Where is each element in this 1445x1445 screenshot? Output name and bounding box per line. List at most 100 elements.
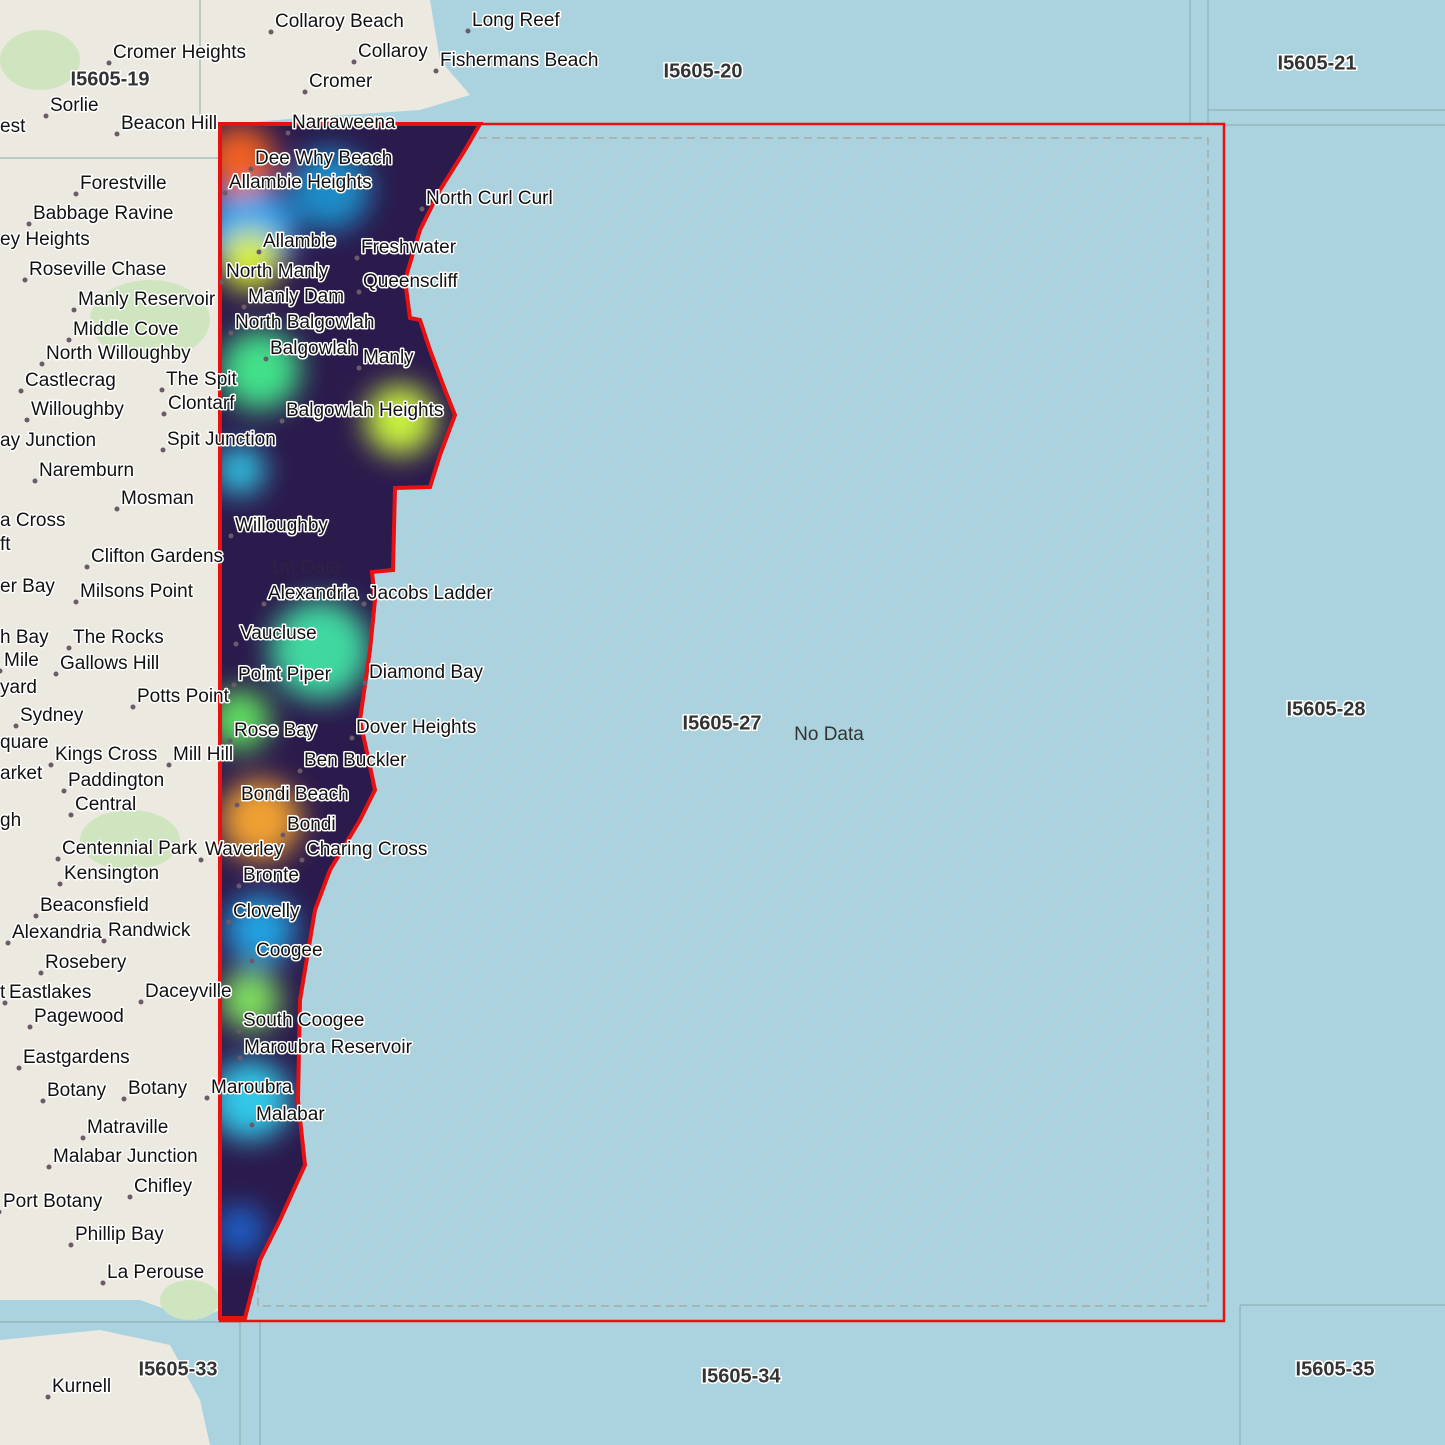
place-label: Kings Cross xyxy=(55,744,157,765)
place-label: Jacobs Ladder xyxy=(368,583,493,604)
place-dot xyxy=(138,999,144,1005)
place-dot xyxy=(354,255,360,261)
place-label: Randwick xyxy=(108,920,191,941)
place-label: Balgowlah xyxy=(270,338,358,359)
place-label: Rose Bay xyxy=(234,720,317,741)
place-label: er Bay xyxy=(0,576,55,597)
place-dot xyxy=(100,1280,106,1286)
place-label: h Bay xyxy=(0,627,49,648)
place-label: Alexandria xyxy=(268,583,358,604)
place-dot xyxy=(249,1122,255,1128)
place-dot xyxy=(356,365,362,371)
tile-label: I5605-20 xyxy=(664,60,743,82)
place-dot xyxy=(351,59,357,65)
place-label: arket xyxy=(0,763,43,784)
place-label: Maroubra Reservoir xyxy=(244,1037,413,1058)
place-label: Balgowlah Heights xyxy=(286,400,443,421)
place-dot xyxy=(130,704,136,710)
place-dot xyxy=(18,388,24,394)
place-dot xyxy=(40,1098,46,1104)
place-dot xyxy=(66,645,72,651)
place-dot xyxy=(302,89,308,95)
no-data-label: No Data xyxy=(794,724,864,745)
place-label: Bondi xyxy=(287,814,336,835)
tile-label: I5605-28 xyxy=(1287,698,1366,720)
place-dot xyxy=(43,113,49,119)
place-label: Gallows Hill xyxy=(60,653,159,674)
place-label: South Coogee xyxy=(243,1010,365,1031)
place-dot xyxy=(237,1055,243,1061)
place-label: Ben Buckler xyxy=(304,750,407,771)
place-dot xyxy=(280,832,286,838)
place-dot xyxy=(26,221,32,227)
place-label: Centennial Park xyxy=(62,838,198,859)
place-label: Long Reef xyxy=(472,10,560,31)
parks xyxy=(0,30,220,1320)
place-label: Waverley xyxy=(205,839,284,860)
place-label: Forestville xyxy=(80,173,167,194)
place-label: Eastgardens xyxy=(23,1047,130,1068)
place-label: Coogee xyxy=(256,940,323,961)
place-dot xyxy=(0,1209,2,1215)
tile-label: I5605-27 xyxy=(683,712,762,734)
place-dot xyxy=(45,1394,51,1400)
place-dot xyxy=(114,506,120,512)
place-dot xyxy=(297,768,303,774)
place-dot xyxy=(106,60,112,66)
place-dot xyxy=(73,599,79,605)
place-label: Allambie xyxy=(263,231,336,252)
place-label: Mile xyxy=(4,650,39,671)
place-dot xyxy=(166,762,172,768)
place-label: North Balgowlah xyxy=(235,312,374,333)
place-label: North Curl Curl xyxy=(426,188,553,209)
place-dot xyxy=(227,738,233,744)
place-label: Manly Dam xyxy=(248,286,344,307)
place-dot xyxy=(231,682,237,688)
place-dot xyxy=(27,1024,33,1030)
place-dot xyxy=(233,641,239,647)
place-label: Willoughby xyxy=(31,399,124,420)
place-label: Eastlakes xyxy=(9,982,91,1003)
place-label: Babbage Ravine xyxy=(33,203,174,224)
place-dot xyxy=(349,735,355,741)
place-label: est xyxy=(0,116,26,137)
place-label: Sorlie xyxy=(50,95,99,116)
place-label: Malabar Junction xyxy=(53,1146,198,1167)
place-dot xyxy=(55,856,61,862)
place-dot xyxy=(433,68,439,74)
place-label: Roseville Chase xyxy=(29,259,166,280)
place-dot xyxy=(279,418,285,424)
place-label: Botany xyxy=(47,1080,107,1101)
place-label: Beaconsfield xyxy=(40,895,149,916)
place-label: Queenscliff xyxy=(363,271,458,292)
place-dot xyxy=(248,166,254,172)
place-dot xyxy=(5,940,11,946)
place-dot xyxy=(465,28,471,34)
place-label: Castlecrag xyxy=(25,370,116,391)
place-dot xyxy=(46,1164,52,1170)
place-dot xyxy=(53,671,59,677)
data-1m-label: 1m Data xyxy=(269,557,341,578)
place-label: North Willoughby xyxy=(46,343,191,364)
place-dot xyxy=(2,1000,8,1006)
place-label: Freshwater xyxy=(361,237,457,258)
place-dot xyxy=(57,881,63,887)
place-dot xyxy=(261,601,267,607)
place-label: Cromer Heights xyxy=(113,42,246,63)
place-dot xyxy=(16,1065,22,1071)
place-label: Beacon Hill xyxy=(121,113,217,134)
land xyxy=(0,1330,210,1445)
place-label: Botany xyxy=(128,1078,188,1099)
place-dot xyxy=(263,356,269,362)
place-dot xyxy=(234,802,240,808)
tile-label: I5605-34 xyxy=(702,1365,782,1387)
place-label: Sydney xyxy=(20,705,84,726)
place-label: Collaroy xyxy=(358,41,428,62)
place-label: Charing Cross xyxy=(306,839,427,860)
place-dot xyxy=(32,478,38,484)
place-dot xyxy=(68,1242,74,1248)
tile-boundary xyxy=(257,137,1209,1307)
place-label: Vaucluse xyxy=(240,623,317,644)
place-label: Pagewood xyxy=(34,1006,124,1027)
